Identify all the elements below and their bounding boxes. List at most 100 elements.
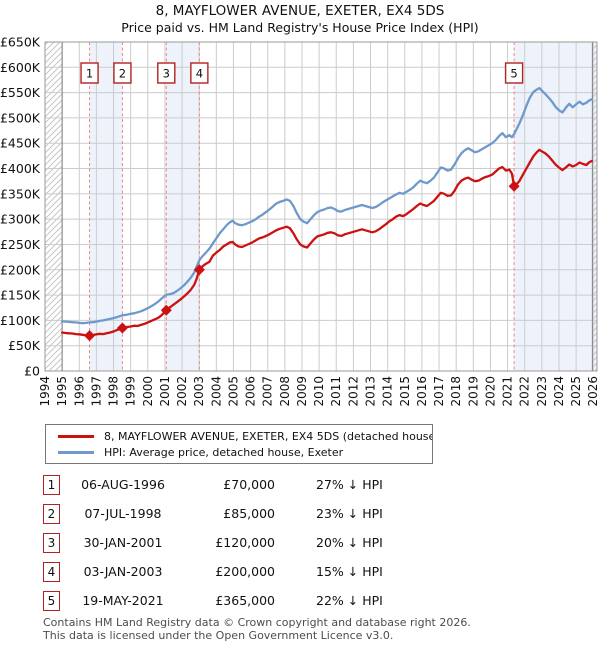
svg-text:2023: 2023 bbox=[535, 376, 549, 407]
svg-text:1: 1 bbox=[86, 67, 93, 81]
sale-number-badge: 3 bbox=[43, 532, 60, 553]
table-row: 2 07-JUL-1998 £85,000 23% ↓ HPI bbox=[43, 499, 563, 528]
sale-number-badge: 2 bbox=[43, 503, 60, 524]
plot-border bbox=[44, 41, 598, 372]
hpi-line bbox=[60, 86, 594, 325]
svg-text:1999: 1999 bbox=[124, 376, 138, 407]
svg-text:£450K: £450K bbox=[0, 136, 41, 151]
svg-text:2017: 2017 bbox=[432, 376, 446, 407]
sale-vs-hpi: 15% ↓ HPI bbox=[316, 564, 383, 579]
no-data-hatch bbox=[45, 42, 597, 371]
svg-text:1996: 1996 bbox=[72, 376, 86, 407]
svg-text:2008: 2008 bbox=[278, 376, 292, 407]
svg-text:£550K: £550K bbox=[0, 85, 41, 100]
svg-text:1994: 1994 bbox=[38, 376, 52, 407]
price-paid-line-swatch bbox=[58, 434, 94, 438]
sale-date: 06-AUG-1996 bbox=[81, 477, 165, 492]
sale-vs-hpi: 22% ↓ HPI bbox=[316, 593, 383, 608]
page-title: 8, MAYFLOWER AVENUE, EXETER, EX4 5DS bbox=[155, 3, 445, 19]
svg-text:£250K: £250K bbox=[0, 237, 41, 252]
sale-date: 30-JAN-2001 bbox=[83, 535, 163, 550]
legend-label-hpi: HPI: Average price, detached house, Exet… bbox=[104, 445, 344, 459]
svg-text:2026: 2026 bbox=[586, 376, 600, 407]
svg-text:£500K: £500K bbox=[0, 110, 41, 125]
svg-text:1995: 1995 bbox=[55, 376, 69, 407]
legend-item-price-paid: 8, MAYFLOWER AVENUE, EXETER, EX4 5DS (de… bbox=[58, 428, 432, 444]
sale-price: £365,000 bbox=[215, 593, 275, 608]
svg-text:£650K: £650K bbox=[0, 35, 41, 50]
svg-text:£400K: £400K bbox=[0, 161, 41, 176]
table-row: 4 03-JAN-2003 £200,000 15% ↓ HPI bbox=[43, 557, 563, 586]
license-footer: Contains HM Land Registry data © Crown c… bbox=[43, 616, 471, 642]
sale-date: 19-MAY-2021 bbox=[82, 593, 164, 608]
svg-text:5: 5 bbox=[510, 67, 517, 81]
svg-text:1998: 1998 bbox=[107, 376, 121, 407]
ownership-bands bbox=[89, 42, 597, 371]
table-row: 5 19-MAY-2021 £365,000 22% ↓ HPI bbox=[43, 586, 563, 615]
price-chart: 1 2 3 4 5 £0 £50K £100K £150K £200K £250K £300K £350… bbox=[0, 35, 600, 407]
svg-text:1997: 1997 bbox=[89, 376, 103, 407]
svg-text:2003: 2003 bbox=[192, 376, 206, 407]
sale-number-badge: 1 bbox=[43, 474, 60, 495]
svg-text:2009: 2009 bbox=[295, 376, 309, 407]
sale-number-badge: 5 bbox=[43, 590, 60, 611]
svg-text:2013: 2013 bbox=[364, 376, 378, 407]
svg-text:2002: 2002 bbox=[175, 376, 189, 407]
svg-text:2010: 2010 bbox=[312, 376, 326, 407]
svg-text:2014: 2014 bbox=[381, 376, 395, 407]
sale-price: £85,000 bbox=[223, 506, 275, 521]
sale-number-labels: 1 2 3 4 5 bbox=[80, 62, 524, 84]
legend-item-hpi: HPI: Average price, detached house, Exet… bbox=[58, 444, 432, 460]
svg-text:2020: 2020 bbox=[483, 376, 497, 407]
svg-text:2012: 2012 bbox=[346, 376, 360, 407]
y-axis-labels: £0 £50K £100K £150K £200K £250K £300K £350K £400… bbox=[0, 35, 41, 379]
sale-price: £120,000 bbox=[215, 535, 275, 550]
footer-line-2: This data is licensed under the Open Gov… bbox=[43, 628, 394, 642]
svg-text:2018: 2018 bbox=[449, 376, 463, 407]
page-subtitle: Price paid vs. HM Land Registry's House … bbox=[121, 20, 479, 35]
grid bbox=[44, 41, 597, 372]
table-row: 1 06-AUG-1996 £70,000 27% ↓ HPI bbox=[43, 470, 563, 499]
svg-text:4: 4 bbox=[196, 67, 203, 81]
sale-date: 07-JUL-1998 bbox=[84, 506, 162, 521]
x-axis-labels: 1994 1995 1996 1997 1998 1999 2000 2001 2002 2003… bbox=[38, 376, 600, 407]
hpi-line-swatch bbox=[58, 450, 94, 454]
svg-text:2004: 2004 bbox=[209, 376, 223, 407]
svg-text:2022: 2022 bbox=[518, 376, 532, 407]
chart-legend: 8, MAYFLOWER AVENUE, EXETER, EX4 5DS (de… bbox=[45, 424, 433, 464]
sales-table: 1 06-AUG-1996 £70,000 27% ↓ HPI 2 07-JUL… bbox=[43, 470, 563, 615]
svg-text:£100K: £100K bbox=[0, 313, 41, 328]
svg-text:2016: 2016 bbox=[415, 376, 429, 407]
sale-price: £200,000 bbox=[215, 564, 275, 579]
sale-markers bbox=[84, 180, 520, 342]
svg-text:£50K: £50K bbox=[8, 338, 41, 353]
sale-price: £70,000 bbox=[223, 477, 275, 492]
svg-text:2001: 2001 bbox=[158, 376, 172, 407]
svg-text:2: 2 bbox=[119, 67, 126, 81]
svg-text:£600K: £600K bbox=[0, 60, 41, 75]
svg-text:2007: 2007 bbox=[261, 376, 275, 407]
svg-text:3: 3 bbox=[163, 67, 170, 81]
svg-text:2021: 2021 bbox=[501, 376, 515, 407]
sale-date: 03-JAN-2003 bbox=[83, 564, 163, 579]
sale-vs-hpi: 23% ↓ HPI bbox=[316, 506, 383, 521]
footer-line-1: Contains HM Land Registry data © Crown c… bbox=[43, 616, 471, 629]
svg-text:2019: 2019 bbox=[466, 376, 480, 407]
sale-vs-hpi: 27% ↓ HPI bbox=[316, 477, 383, 492]
svg-text:2011: 2011 bbox=[329, 376, 343, 407]
legend-label-price-paid: 8, MAYFLOWER AVENUE, EXETER, EX4 5DS (de… bbox=[104, 429, 432, 443]
svg-text:£150K: £150K bbox=[0, 288, 41, 303]
svg-text:2006: 2006 bbox=[244, 376, 258, 407]
table-row: 3 30-JAN-2001 £120,000 20% ↓ HPI bbox=[43, 528, 563, 557]
sale-number-badge: 4 bbox=[43, 561, 60, 582]
sale-vs-hpi: 20% ↓ HPI bbox=[316, 535, 383, 550]
svg-text:2025: 2025 bbox=[569, 376, 583, 407]
svg-text:£0: £0 bbox=[24, 364, 40, 379]
svg-text:2024: 2024 bbox=[552, 376, 566, 407]
svg-text:£300K: £300K bbox=[0, 212, 41, 227]
svg-text:2005: 2005 bbox=[226, 376, 240, 407]
svg-text:2015: 2015 bbox=[398, 376, 412, 407]
svg-text:2000: 2000 bbox=[141, 376, 155, 407]
price_paid-line bbox=[60, 148, 594, 337]
svg-text:£200K: £200K bbox=[0, 262, 41, 277]
